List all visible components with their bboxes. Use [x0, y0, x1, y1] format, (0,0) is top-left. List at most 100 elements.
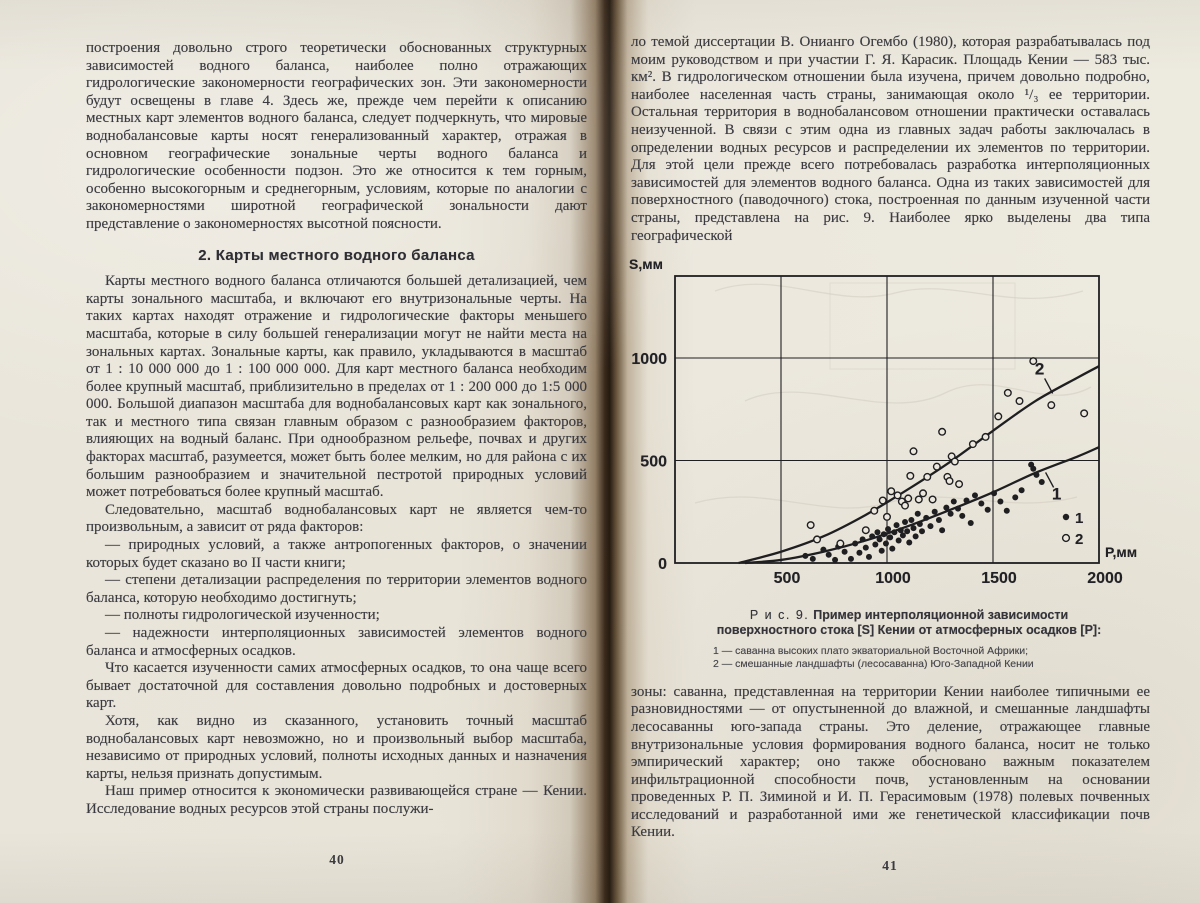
- page-number-right: 41: [882, 858, 898, 873]
- data-point-series-1: [1038, 479, 1045, 486]
- data-point-series-1: [918, 528, 925, 535]
- list-item: — степени детализации распределения по т…: [86, 572, 587, 606]
- data-point-series-1: [943, 504, 950, 511]
- data-point-series-2: [904, 494, 913, 503]
- data-point-series-2: [914, 495, 923, 504]
- data-point-series-1: [825, 551, 832, 558]
- data-point-series-1: [991, 490, 998, 497]
- data-point-series-1: [906, 539, 913, 546]
- data-point-series-1: [950, 498, 957, 505]
- scatter-plot-container: 0 500 1000 500 1000 1500 2000 S,мм P,мм 1 2 1 2: [625, 251, 1145, 602]
- x-tick-label: 2000: [1087, 570, 1123, 587]
- data-point-series-1: [832, 557, 839, 564]
- list-item: — надежности интерполяционных зависимост…: [86, 625, 587, 659]
- data-point-series-1: [872, 541, 879, 548]
- x-tick-label: 500: [774, 570, 801, 587]
- figure-caption-legend: 1 — саванна высоких плато экваториальной…: [713, 645, 1105, 671]
- legend-marker-filled: [1062, 513, 1070, 521]
- paragraph: Следовательно, масштаб воднобалансовых к…: [86, 501, 587, 536]
- data-point-series-1: [893, 522, 900, 529]
- data-point-series-1: [852, 540, 859, 547]
- data-point-series-2: [806, 521, 815, 530]
- data-point-series-2: [950, 457, 959, 466]
- data-point-series-1: [899, 532, 906, 539]
- section-heading: 2. Карты местного водного баланса: [198, 246, 475, 264]
- data-point-series-2: [1047, 401, 1056, 410]
- page-number-left: 40: [329, 852, 345, 867]
- data-point-series-1: [897, 527, 904, 534]
- figure-caption-title: Р и с. 9. Пример интерполяционной зависим…: [716, 607, 1102, 638]
- curve-label-2: 2: [1035, 360, 1044, 379]
- paragraph: Карты местного водного баланса отличаютс…: [86, 273, 587, 501]
- data-point-series-2: [909, 447, 918, 456]
- data-point-series-2: [878, 496, 887, 505]
- data-point-series-1: [802, 552, 809, 559]
- data-point-series-1: [908, 517, 915, 524]
- data-point-series-1: [841, 548, 848, 555]
- regression-curve-1: [744, 446, 1100, 565]
- data-point-series-1: [927, 523, 934, 530]
- data-point-series-2: [938, 427, 947, 436]
- legend-marker-open: [1061, 534, 1071, 543]
- data-point-series-2: [968, 440, 977, 449]
- data-point-series-1: [912, 533, 919, 540]
- data-point-series-1: [859, 536, 866, 543]
- data-point-series-1: [997, 498, 1004, 505]
- paragraph: Что касается изученности самих атмосферн…: [86, 660, 587, 712]
- data-point-series-1: [847, 556, 854, 563]
- data-point-series-1: [935, 517, 942, 524]
- data-point-series-1: [865, 553, 872, 560]
- data-point-series-1: [878, 547, 885, 554]
- data-point-series-2: [1003, 388, 1012, 397]
- data-point-series-1: [923, 515, 930, 522]
- data-point-series-1: [856, 549, 863, 556]
- figure-caption-label: Р и с. 9.: [749, 607, 810, 622]
- data-point-series-2: [1029, 357, 1038, 366]
- data-point-series-1: [910, 525, 917, 532]
- data-point-series-2: [906, 471, 915, 480]
- paragraph: ло темой диссертации В. Онианго Огембо (…: [631, 34, 1150, 244]
- curve-label-1: 1: [1052, 485, 1061, 504]
- data-point-series-1: [1018, 487, 1025, 494]
- left-page-text-column: построения довольно строго теоретически …: [86, 40, 587, 819]
- data-point-series-1: [947, 510, 954, 517]
- data-point-series-1: [978, 500, 985, 507]
- data-point-series-1: [1012, 494, 1019, 501]
- data-point-series-1: [876, 536, 883, 543]
- x-tick-label: 1000: [875, 570, 911, 587]
- data-point-series-1: [904, 528, 911, 535]
- figure-caption-legend-item: 2 — смешанные ландшафты (лесосаванна) Юг…: [713, 657, 1034, 670]
- data-point-series-1: [902, 519, 909, 526]
- data-point-series-1: [862, 544, 869, 551]
- data-point-series-2: [919, 489, 928, 498]
- y-tick-label: 1000: [631, 351, 667, 368]
- data-point-series-1: [880, 531, 887, 538]
- data-point-series-1: [939, 527, 946, 534]
- regression-curve-2: [738, 365, 1100, 565]
- data-point-series-1: [931, 508, 938, 515]
- data-point-series-2: [955, 480, 964, 489]
- paragraph: Хотя, как видно из сказанного, установит…: [86, 712, 587, 782]
- paragraph: построения довольно строго теоретически …: [86, 40, 587, 232]
- y-tick-label: 0: [658, 556, 667, 573]
- data-point-series-1: [809, 556, 816, 563]
- data-point-series-2: [893, 491, 902, 500]
- ghost-showthrough-box: [829, 282, 1016, 370]
- data-point-series-1: [874, 529, 881, 536]
- ghost-showthrough-line: [714, 283, 1084, 300]
- data-point-series-2: [945, 477, 954, 486]
- data-point-series-1: [955, 505, 962, 512]
- figure-caption-legend-item: 1 — саванна высоких плато экваториальной…: [713, 644, 1028, 657]
- data-point-series-2: [981, 433, 990, 442]
- data-point-series-1: [959, 512, 966, 519]
- data-point-series-1: [891, 529, 898, 536]
- paragraph: Наш пример относится к экономически разв…: [86, 783, 587, 817]
- data-point-series-2: [883, 513, 892, 522]
- data-point-series-2: [923, 473, 932, 482]
- data-point-series-2: [813, 535, 822, 544]
- data-point-series-1: [869, 533, 876, 540]
- x-axis-label: P,мм: [1105, 544, 1137, 560]
- data-point-series-1: [889, 545, 896, 552]
- data-point-series-1: [820, 546, 827, 553]
- data-point-series-2: [994, 412, 1003, 421]
